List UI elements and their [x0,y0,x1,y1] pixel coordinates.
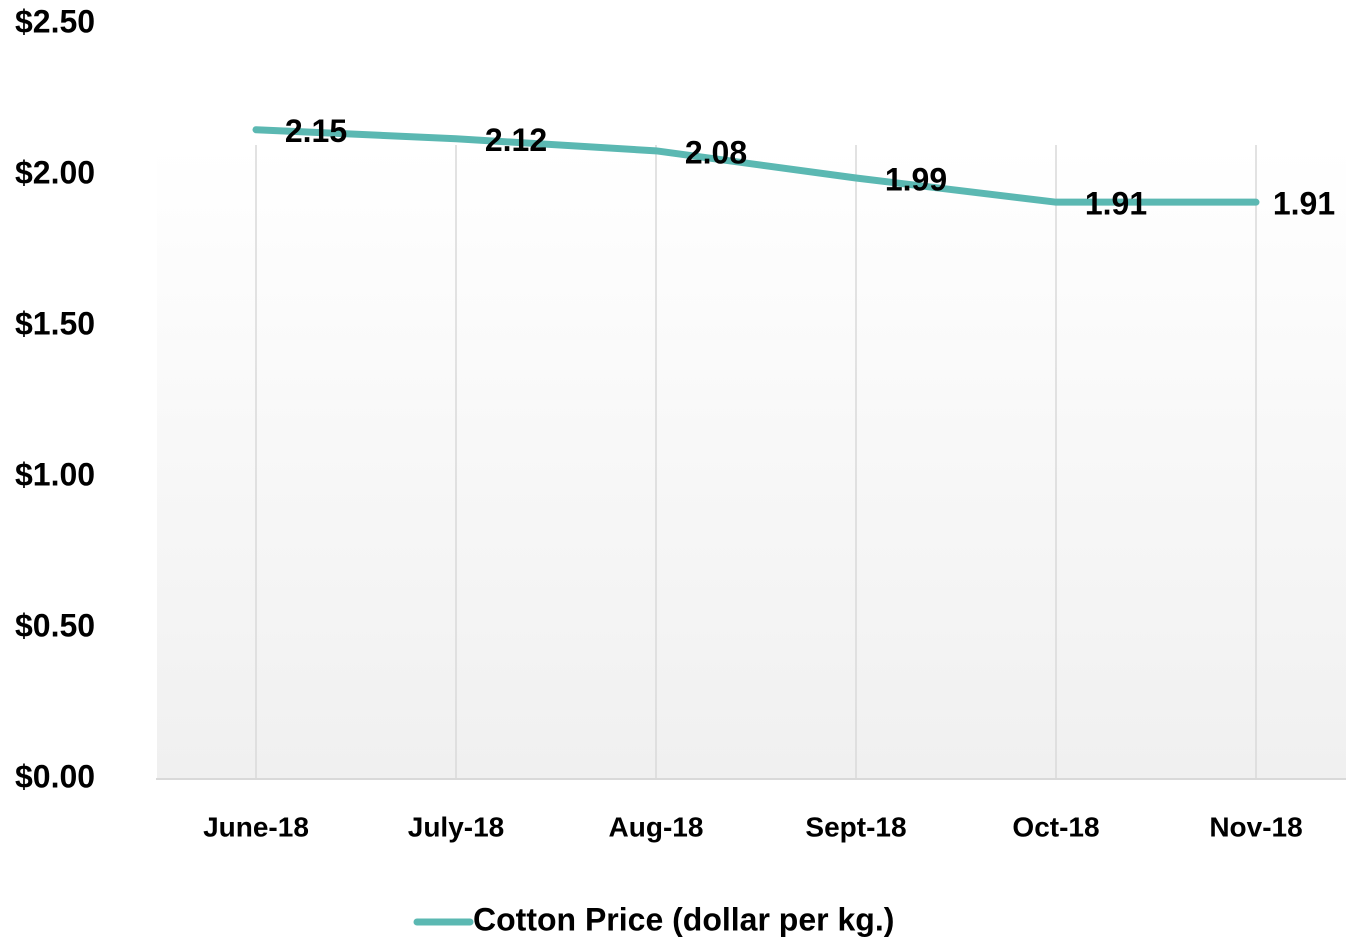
line-series [252,126,1260,206]
x-tick-label: Aug-18 [609,811,704,842]
data-label: 1.99 [885,161,947,197]
y-tick-label: $0.00 [15,758,95,794]
y-tick-label: $0.50 [15,607,95,643]
legend-label: Cotton Price (dollar per kg.) [473,901,894,937]
x-tick-label: Oct-18 [1012,811,1099,842]
y-tick-label: $2.00 [15,154,95,190]
plot-background [157,145,1346,779]
x-tick-label: July-18 [408,811,505,842]
y-tick-label: $1.50 [15,305,95,341]
data-label: 1.91 [1273,186,1335,222]
y-tick-label: $2.50 [15,3,95,39]
data-label: 2.15 [285,113,347,149]
data-label: 1.91 [1085,186,1147,222]
y-tick-label: $1.00 [15,456,95,492]
x-tick-label: Sept-18 [805,811,906,842]
x-tick-label: Nov-18 [1209,811,1302,842]
data-label: 2.12 [485,122,547,158]
data-label: 2.08 [685,134,747,170]
x-tick-label: June-18 [203,811,309,842]
